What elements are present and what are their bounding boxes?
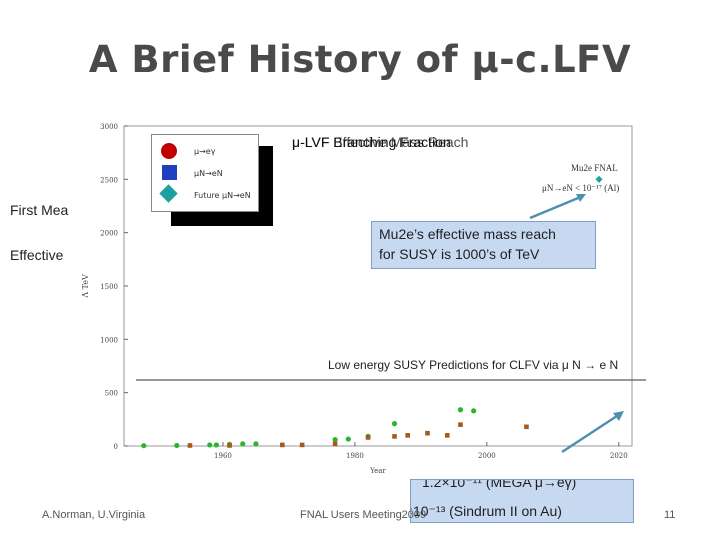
data-point-green	[457, 407, 464, 413]
data-point-brown	[458, 422, 463, 427]
data-point-green	[253, 441, 259, 447]
y-tick-label: 1000	[100, 336, 118, 344]
data-point-brown	[187, 443, 193, 448]
chart: 0 500 1000 1500 2000 2500 3000 1960 1980 2000 2020…	[81, 123, 633, 475]
mu2e-callout: Mu2e’s effective mass reach for SUSY is …	[371, 221, 596, 269]
legend-future-label: Future μN→eN	[194, 191, 251, 200]
y-tick-label: 500	[105, 390, 118, 398]
data-point-future	[595, 175, 603, 183]
mu2e-callout-line2: for SUSY is 1000’s of TeV	[379, 246, 540, 262]
data-point-brown	[227, 443, 232, 448]
mu2e-annotation-line2: μN→eN < 10⁻¹⁷ (Al)	[542, 183, 620, 193]
data-point-green	[174, 442, 180, 449]
data-point-brown	[332, 441, 338, 447]
data-point-brown	[405, 433, 410, 438]
y-tick-label: 2500	[100, 176, 118, 184]
footer-author: A.Norman, U.Virginia	[42, 509, 146, 521]
bound-arrow	[561, 412, 621, 454]
data-point-brown	[444, 433, 450, 438]
x-tick-label: 2000	[478, 452, 496, 460]
data-point-green	[207, 442, 213, 448]
legend-mun-en-marker	[162, 165, 177, 180]
data-point-green	[141, 443, 147, 449]
y-tick-label: 2000	[100, 230, 118, 238]
data-point-green	[213, 442, 219, 448]
slide-title: A Brief History of μ-c.LFV	[88, 38, 632, 81]
plot-title-effective-mass: μ-LVF Effective Mass Reach	[292, 134, 469, 150]
overlay-effective: Effective	[7, 247, 67, 263]
x-tick-label: 1980	[346, 452, 364, 460]
data-point-green	[471, 408, 477, 414]
legend-mun-en-label: μN→eN	[194, 169, 223, 178]
page-number: 11	[664, 509, 676, 521]
data-point-brown	[425, 430, 430, 436]
data-point-green	[240, 441, 246, 447]
mu2e-arrow-head	[576, 194, 586, 202]
bound-sindrum: 7×10⁻¹³ (Sindrum II on Au)	[410, 503, 562, 519]
data-point-green	[391, 421, 398, 427]
bound-mega: 1.2×10⁻¹¹ (MEGA μ→eγ)	[422, 479, 577, 490]
susy-prediction-label: Low energy SUSY Predictions for CLFV via…	[326, 358, 621, 372]
data-point-brown	[365, 435, 371, 440]
x-tick-label: 2020	[610, 452, 628, 460]
legend-mu-egamma-marker	[161, 143, 177, 159]
y-tick-label: 0	[114, 443, 118, 451]
data-point-green	[332, 437, 338, 443]
footer-meeting: FNAL Users Meeting2009	[300, 509, 427, 521]
legend-mu-egamma-label: μ→eγ	[194, 147, 216, 156]
data-point-brown	[280, 442, 285, 448]
y-axis-label: Λ TeV	[81, 274, 90, 299]
plot-title-branching: μ-LVF Branching Fraction	[292, 134, 451, 150]
x-tick-label: 1960	[214, 452, 232, 460]
x-axis-label: Year	[369, 467, 386, 475]
mu2e-arrow	[529, 194, 584, 220]
legend-box: μ→eγ μN→eN Future μN→eN	[151, 134, 259, 212]
mu2e-annotation-line1: Mu2e FNAL	[571, 163, 618, 173]
y-tick-label: 3000	[100, 123, 118, 131]
data-point-brown	[299, 442, 305, 448]
experimental-bounds-box: 1.2×10⁻¹¹ (MEGA μ→eγ) 7×10⁻¹³ (Sindrum I…	[410, 479, 634, 523]
mu2e-callout-line1: Mu2e’s effective mass reach	[379, 226, 556, 242]
y-tick-label: 1500	[100, 283, 118, 291]
mu2e-annotation: Mu2e FNAL	[571, 163, 618, 174]
data-point-brown	[392, 434, 397, 439]
bound-arrow-head	[613, 411, 624, 421]
data-point-green	[345, 436, 351, 442]
overlay-first-measurement: First Mea	[7, 202, 72, 218]
data-point-brown	[524, 424, 529, 430]
